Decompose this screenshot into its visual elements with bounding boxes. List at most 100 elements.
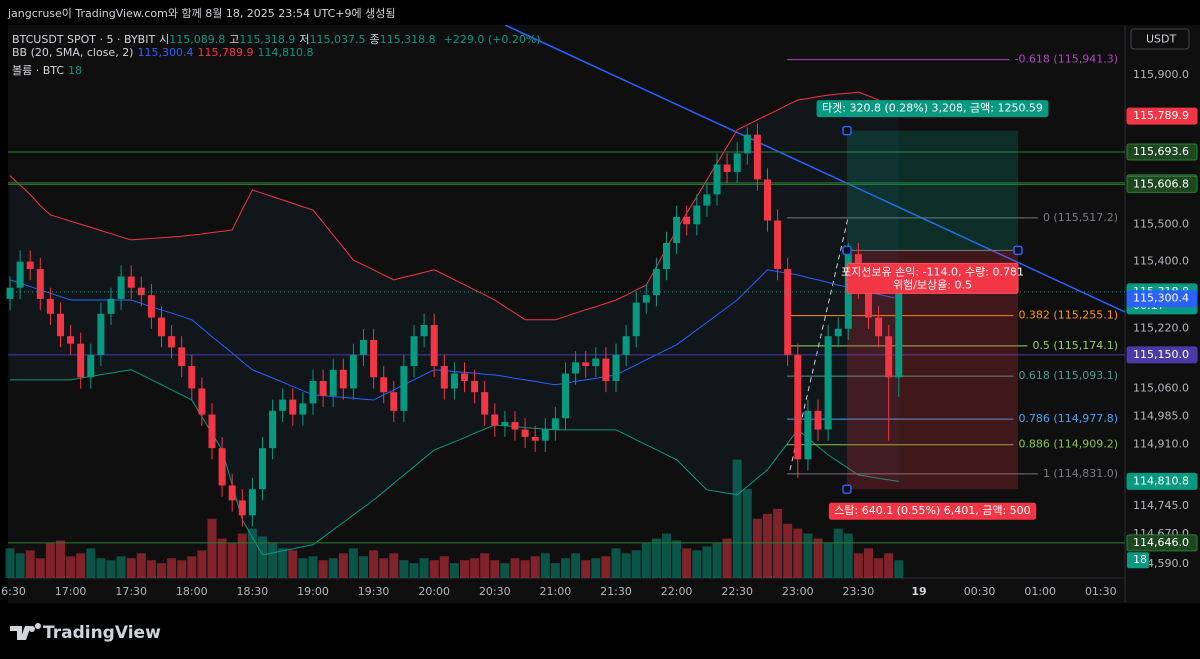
volume-bar: [76, 553, 86, 578]
candle-body: [248, 489, 256, 516]
candle-body: [16, 261, 24, 288]
candle-body: [753, 134, 761, 180]
volume-bar: [460, 560, 469, 578]
candle-body: [127, 276, 135, 288]
volume-bar: [550, 563, 560, 578]
y-tick-label: 114,910.0: [1133, 437, 1189, 450]
volume-bar: [631, 550, 641, 578]
volume-bar: [793, 528, 803, 578]
price-badge-label: 115,606.8: [1133, 177, 1189, 190]
volume-bar: [197, 550, 207, 578]
candle-body: [77, 343, 85, 378]
y-tick-label: 114,985.0: [1133, 409, 1189, 422]
x-tick-label: 23:30: [843, 585, 875, 598]
logo: [10, 623, 41, 640]
x-tick-label: 20:00: [418, 585, 450, 598]
price-badge: [1126, 346, 1198, 364]
volume-bar: [561, 558, 570, 578]
volume-bar: [116, 556, 126, 578]
volume-bar: [480, 553, 490, 578]
volume-bar: [136, 553, 146, 578]
symbol: BTCUSDT SPOT · 5 · BYBIT: [12, 33, 156, 46]
x-tick-label: 19:00: [297, 585, 329, 598]
candle-body: [309, 380, 317, 404]
volume-bar: [217, 538, 227, 578]
bb-value: 114,810.8: [257, 46, 314, 59]
ohlc-value: 115,318.8: [379, 33, 436, 46]
volume-bar: [379, 558, 389, 578]
volume-bar: [702, 546, 712, 578]
volume-bar: [581, 560, 591, 578]
volume-bar: [25, 550, 35, 578]
candle-body: [743, 134, 751, 154]
volume-bar: [470, 558, 480, 578]
x-tick-label: 19:30: [358, 585, 390, 598]
target-label-box: [816, 100, 1049, 118]
x-tick-label: 01:00: [1024, 585, 1056, 598]
candle-body: [885, 336, 893, 378]
price-badge-label: 115,300.4: [1133, 292, 1189, 305]
volume-bar: [833, 528, 843, 578]
volume-bar: [126, 558, 136, 578]
candle-body: [430, 325, 438, 367]
candle-body: [390, 392, 398, 411]
volume-bar: [318, 560, 328, 578]
fib-label: -0.618 (115,941.3): [1014, 53, 1118, 66]
candle-body: [703, 194, 711, 206]
fib-label: 0.618 (115,093.1): [1018, 369, 1118, 382]
ohlc-value: 115,037.5: [309, 33, 366, 46]
header: jangcruse이 TradingView.com와 함께 8월 18, 20…: [8, 7, 396, 20]
candle-body: [652, 269, 660, 296]
candle-body: [895, 291, 903, 378]
candle-body: [67, 336, 75, 344]
candle-body: [471, 380, 479, 393]
candle-body: [208, 414, 216, 449]
bb-values: 115,300.4 115,789.9 114,810.8: [137, 46, 317, 59]
candle-body: [824, 336, 832, 430]
volume-bar: [752, 518, 762, 578]
volume-bar: [167, 558, 177, 578]
volume-bar: [369, 550, 379, 578]
volume-bar: [359, 556, 368, 578]
volume-bar: [157, 563, 166, 578]
x-tick-label: 20:30: [479, 585, 511, 598]
volume-bar: [429, 560, 439, 578]
volume-bar: [783, 523, 793, 578]
candle-body: [46, 298, 54, 314]
volume-bar: [601, 556, 611, 578]
candle-body: [774, 220, 782, 270]
candle-body: [663, 242, 670, 270]
legend-symbol-row: BTCUSDT SPOT · 5 · BYBIT 시115,089.8 고115,3…: [12, 31, 545, 47]
candle-body: [6, 287, 14, 299]
y-tick-label: 115,500.0: [1133, 217, 1189, 230]
volume-bar: [439, 556, 449, 578]
volume-bar: [722, 538, 732, 578]
candle-body: [551, 418, 559, 430]
x-tick-label: 17:30: [115, 585, 147, 598]
candle-body: [299, 403, 307, 415]
volume-bar: [338, 553, 348, 578]
candle-body: [440, 366, 448, 389]
change: +229.0 (+0.20%): [443, 33, 541, 46]
ohlc-key: 고: [229, 33, 240, 46]
ohlc: 시115,089.8 고115,318.9 저115,037.5 종115,318.8: [159, 33, 439, 46]
candle-body: [622, 336, 630, 355]
handle: [1013, 245, 1023, 256]
ohlc-key: 종: [369, 33, 380, 46]
candle-body: [642, 295, 650, 303]
currency-button[interactable]: [1130, 28, 1190, 50]
volume-bar: [490, 560, 500, 578]
volume-bar: [278, 548, 288, 578]
candle-body: [602, 358, 610, 381]
candle-body: [360, 339, 367, 355]
candle-body: [562, 373, 569, 419]
price-badge-label: 114,810.8: [1133, 474, 1189, 487]
x-tick-label: 21:00: [540, 585, 572, 598]
handle: [842, 484, 852, 494]
volume-bar: [510, 558, 520, 578]
candle-body: [26, 261, 34, 270]
volume-bar: [268, 543, 278, 578]
price-badge-label: 115,789.9: [1133, 109, 1189, 122]
